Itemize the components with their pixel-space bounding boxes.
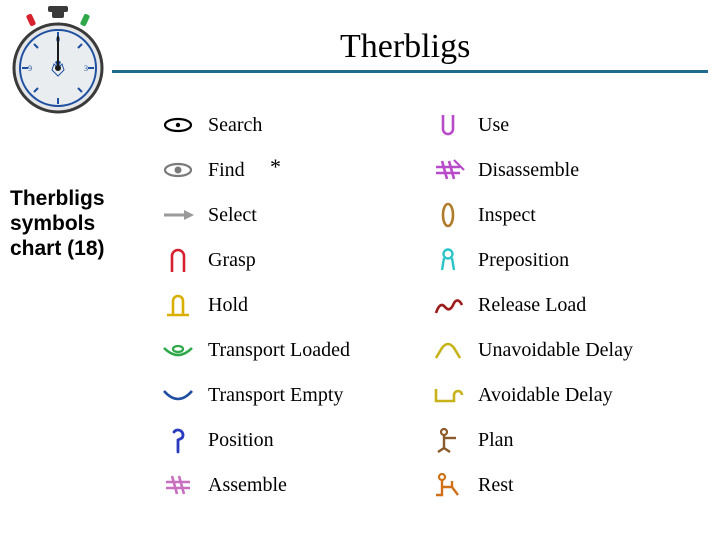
position-icon	[160, 426, 196, 454]
item-grasp: Grasp	[160, 245, 390, 275]
preposition-icon	[430, 246, 466, 274]
disassemble-icon	[430, 156, 466, 184]
left-column: Search Find Select Grasp Hold	[160, 110, 390, 500]
select-icon	[160, 201, 196, 229]
hold-label: Hold	[208, 294, 248, 317]
item-rest: Rest	[430, 470, 660, 500]
select-label: Select	[208, 204, 257, 227]
plan-icon	[430, 426, 466, 454]
item-hold: Hold	[160, 290, 390, 320]
item-find: Find	[160, 155, 390, 185]
use-icon	[430, 111, 466, 139]
item-transport-loaded: Transport Loaded	[160, 335, 390, 365]
rest-label: Rest	[478, 474, 514, 497]
item-inspect: Inspect	[430, 200, 660, 230]
assemble-label: Assemble	[208, 474, 287, 497]
plan-label: Plan	[478, 429, 514, 452]
title-row: Therbligs	[0, 28, 720, 78]
find-label: Find	[208, 159, 245, 182]
page-title: Therbligs	[340, 28, 470, 66]
release-load-label: Release Load	[478, 294, 586, 317]
title-underline	[112, 70, 708, 73]
grasp-icon	[160, 246, 196, 274]
inspect-label: Inspect	[478, 204, 536, 227]
subtitle: Therbligs symbols chart (18)	[10, 186, 140, 262]
inspect-icon	[430, 201, 466, 229]
find-icon	[160, 156, 196, 184]
item-select: Select	[160, 200, 390, 230]
search-icon	[160, 111, 196, 139]
item-position: Position	[160, 425, 390, 455]
item-use: Use	[430, 110, 660, 140]
preposition-label: Preposition	[478, 249, 569, 272]
right-column: Use Disassemble Inspect Preposition Rele	[430, 110, 660, 500]
item-release-load: Release Load	[430, 290, 660, 320]
avoidable-delay-icon	[430, 381, 466, 409]
transport-loaded-label: Transport Loaded	[208, 339, 350, 362]
item-assemble: Assemble	[160, 470, 390, 500]
item-search: Search	[160, 110, 390, 140]
disassemble-label: Disassemble	[478, 159, 579, 182]
position-label: Position	[208, 429, 274, 452]
transport-empty-icon	[160, 381, 196, 409]
unavoidable-delay-label: Unavoidable Delay	[478, 339, 633, 362]
unavoidable-delay-icon	[430, 336, 466, 364]
avoidable-delay-label: Avoidable Delay	[478, 384, 613, 407]
rest-icon	[430, 471, 466, 499]
release-load-icon	[430, 291, 466, 319]
item-plan: Plan	[430, 425, 660, 455]
assemble-icon	[160, 471, 196, 499]
transport-loaded-icon	[160, 336, 196, 364]
item-transport-empty: Transport Empty	[160, 380, 390, 410]
transport-empty-label: Transport Empty	[208, 384, 343, 407]
item-preposition: Preposition	[430, 245, 660, 275]
use-label: Use	[478, 114, 509, 137]
item-disassemble: Disassemble	[430, 155, 660, 185]
search-label: Search	[208, 114, 262, 137]
grasp-label: Grasp	[208, 249, 256, 272]
therbligs-chart: Search Find Select Grasp Hold	[160, 110, 680, 500]
item-avoidable-delay: Avoidable Delay	[430, 380, 660, 410]
hold-icon	[160, 291, 196, 319]
item-unavoidable-delay: Unavoidable Delay	[430, 335, 660, 365]
